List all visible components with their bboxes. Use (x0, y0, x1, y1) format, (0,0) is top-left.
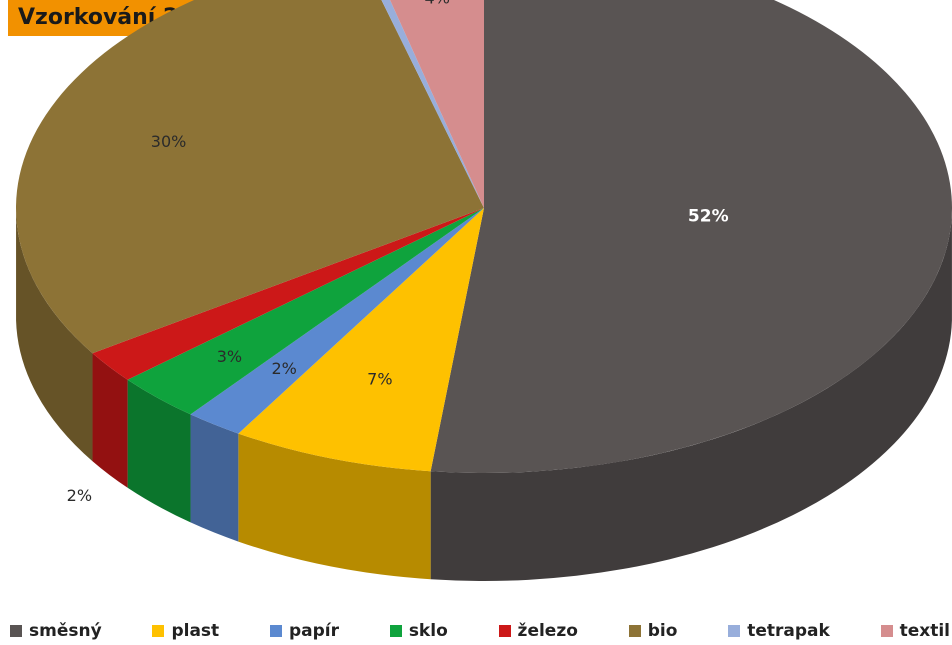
pie-sides (16, 212, 952, 582)
legend-item: bio (628, 621, 678, 641)
pie-labels: 52%7%2%3%2%30%0%4% (67, 0, 729, 505)
legend-swatch (628, 625, 641, 637)
slice-6 (16, 0, 484, 354)
legend-label: sklo (408, 621, 448, 641)
legend-label: plast (171, 621, 220, 641)
pie-tops (16, 0, 952, 473)
slice-4-label: 3% (217, 347, 242, 366)
slice-8-label: 4% (425, 0, 450, 8)
legend-item: sklo (389, 621, 448, 641)
legend-swatch (10, 625, 22, 637)
slice-3-label: 2% (271, 359, 296, 378)
legend-item: tetrapak (728, 621, 830, 641)
legend-swatch (389, 625, 402, 637)
slice-2-side (238, 433, 431, 580)
legend: směsný plast papír sklo železo bio tetrapak tex… (10, 619, 950, 643)
legend-item: směsný (10, 621, 102, 641)
legend-label: železo (517, 621, 578, 641)
slice-6-label: 30% (151, 132, 187, 151)
slice-4 (127, 208, 484, 415)
slice-5 (92, 208, 485, 380)
slice-4-side (127, 379, 191, 523)
legend-item: plast (152, 621, 219, 641)
legend-swatch (880, 625, 893, 637)
slice-2-label: 7% (367, 369, 392, 388)
slice-8 (390, 0, 484, 208)
legend-item: papír (269, 621, 340, 641)
slice-2 (238, 208, 484, 472)
legend-item: železo (498, 621, 578, 641)
slice-1-side (430, 212, 952, 582)
slice-3-side (190, 414, 239, 542)
slice-5-label: 2% (67, 486, 92, 505)
slice-5-side (92, 353, 128, 488)
legend-label: směsný (29, 621, 102, 641)
slice-1-label: 52% (688, 206, 729, 226)
pie-chart: 52%7%2%3%2%30%0%4% (16, 0, 952, 582)
legend-label: papír (288, 621, 340, 641)
slice-6-side (16, 212, 93, 462)
legend-swatch (498, 625, 511, 637)
slice-1 (430, 0, 952, 473)
legend-swatch (152, 625, 165, 637)
legend-label: bio (647, 621, 678, 641)
legend-label: textil (899, 621, 950, 641)
legend-item: textil (880, 621, 950, 641)
legend-swatch (269, 625, 282, 637)
slice-3 (190, 208, 484, 434)
legend-swatch (728, 625, 741, 637)
legend-label: tetrapak (747, 621, 830, 641)
